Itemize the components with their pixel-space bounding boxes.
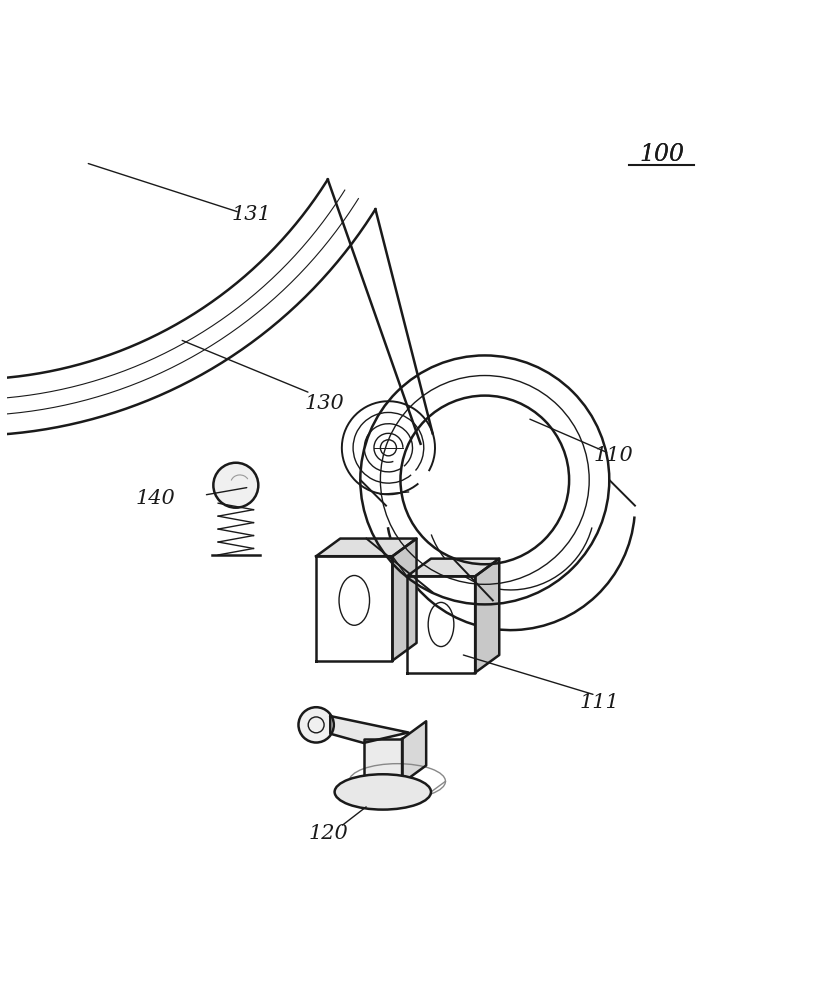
Ellipse shape (298, 707, 334, 743)
Polygon shape (407, 559, 499, 576)
Polygon shape (402, 721, 426, 783)
Ellipse shape (335, 774, 431, 810)
Polygon shape (364, 739, 402, 783)
Text: 110: 110 (593, 446, 633, 465)
Text: 130: 130 (304, 394, 344, 413)
Text: 111: 111 (580, 693, 619, 712)
Polygon shape (392, 539, 417, 661)
Text: 120: 120 (308, 824, 348, 843)
Circle shape (213, 463, 258, 508)
Text: 100: 100 (639, 143, 684, 166)
Polygon shape (330, 716, 408, 743)
Polygon shape (316, 539, 417, 556)
Text: 140: 140 (136, 489, 176, 508)
Text: 100: 100 (639, 143, 684, 166)
Polygon shape (475, 559, 499, 673)
Text: 131: 131 (232, 205, 272, 224)
